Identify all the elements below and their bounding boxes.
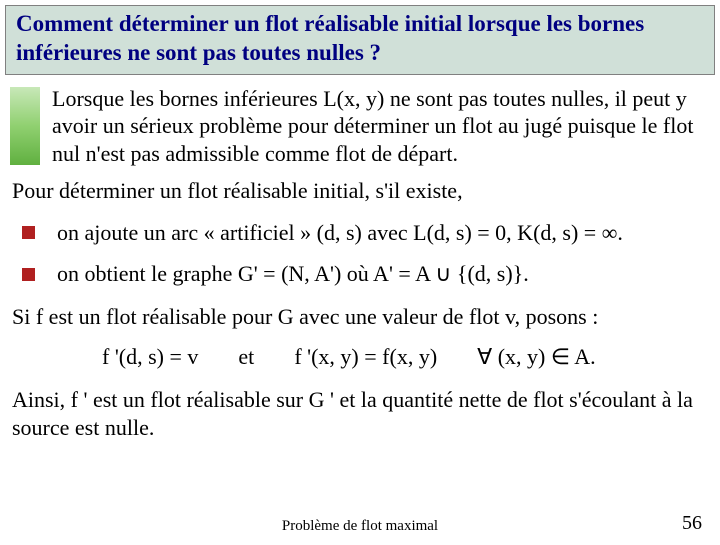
paragraph-conclusion: Ainsi, f ' est un flot réalisable sur G … (12, 386, 708, 443)
eq-part-1: f '(d, s) = v (102, 344, 198, 370)
bullet-text: on ajoute un arc « artificiel » (d, s) a… (57, 218, 623, 248)
body: Pour déterminer un flot réalisable initi… (0, 177, 720, 443)
list-item: on obtient le graphe G' = (N, A') où A' … (22, 259, 708, 289)
eq-part-et: et (238, 344, 254, 370)
eq-part-forall: ∀ (x, y) ∈ A. (477, 344, 596, 370)
bullet-list: on ajoute un arc « artificiel » (d, s) a… (12, 218, 708, 289)
intro-text: Lorsque les bornes inférieures L(x, y) n… (52, 85, 700, 168)
square-bullet-icon (22, 226, 35, 239)
list-item: on ajoute un arc « artificiel » (d, s) a… (22, 218, 708, 248)
paragraph-lead: Pour déterminer un flot réalisable initi… (12, 177, 708, 206)
page-number: 56 (682, 512, 702, 535)
paragraph-setup: Si f est un flot réalisable pour G avec … (12, 303, 708, 332)
bullet-text: on obtient le graphe G' = (N, A') où A' … (57, 259, 529, 289)
square-bullet-icon (22, 268, 35, 281)
equation-row: f '(d, s) = v et f '(x, y) = f(x, y) ∀ (… (12, 344, 708, 370)
accent-bar (10, 87, 40, 165)
eq-part-2: f '(x, y) = f(x, y) (294, 344, 437, 370)
intro-block: Lorsque les bornes inférieures L(x, y) n… (0, 75, 720, 178)
title-box: Comment déterminer un flot réalisable in… (5, 5, 715, 75)
footer-caption: Problème de flot maximal (0, 518, 720, 535)
slide-title: Comment déterminer un flot réalisable in… (16, 10, 704, 68)
